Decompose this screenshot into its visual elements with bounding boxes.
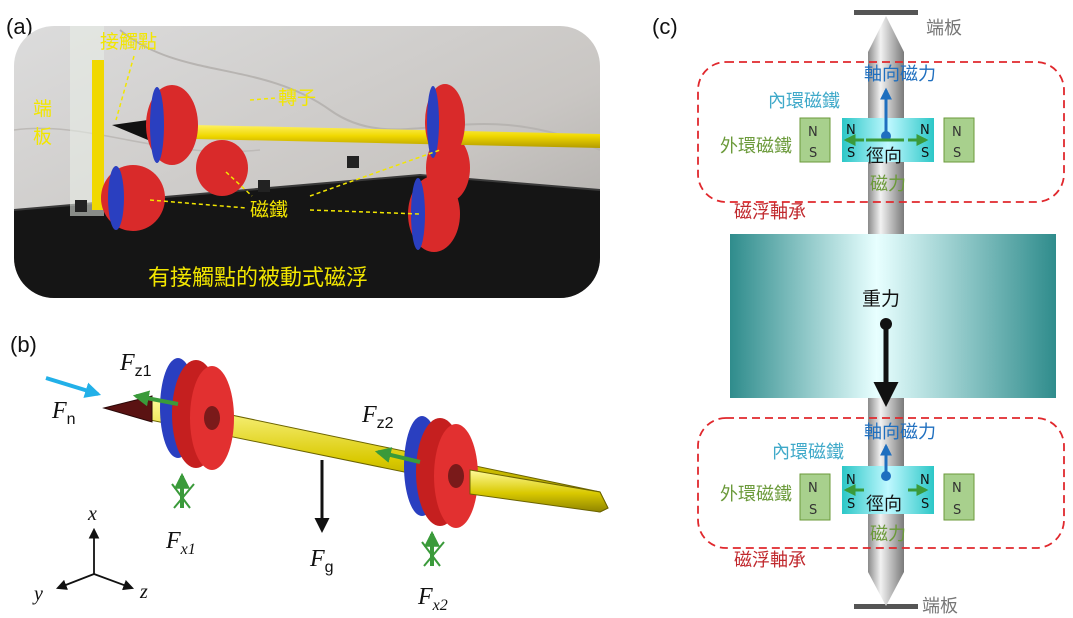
pole-s: S [953, 146, 961, 161]
radial-force-label-bottom-1: 徑向 [866, 494, 902, 515]
outer-magnet-left-top [799, 117, 831, 163]
pole-n: N [952, 125, 962, 140]
axis-y-label: y [32, 583, 43, 605]
inner-magnet-label-bottom: 內環磁鐵 [772, 442, 844, 463]
axis-x-label: x [87, 503, 97, 525]
pole-s: S [809, 146, 817, 161]
outer-magnet-right-bottom [943, 473, 975, 521]
fz1-arrow [132, 390, 179, 407]
pole-s: S [847, 146, 855, 161]
pole-s: S [809, 503, 817, 518]
end-plate-label-line1: 端 [33, 98, 52, 120]
panel-b-label: (b) [10, 332, 37, 357]
bearing-label-bottom: 磁浮軸承 [734, 550, 806, 571]
photo-caption: 有接觸點的被動式磁浮 [148, 266, 368, 291]
fz2-label: Fz2 [361, 402, 394, 432]
shaft-tip [102, 395, 153, 423]
end-plate-bottom [854, 604, 918, 609]
pole-s: S [921, 497, 929, 512]
pole-n: N [808, 481, 818, 496]
pole-s: S [953, 503, 961, 518]
pole-n: N [846, 473, 856, 488]
radial-force-label-top-2: 磁力 [870, 174, 906, 195]
gravity-label: 重力 [862, 288, 900, 310]
outer-magnet-left-bottom [799, 473, 831, 521]
fx2-label: Fx2 [417, 584, 448, 614]
left-disk [160, 358, 234, 470]
pole-n: N [808, 125, 818, 140]
fx1-label: Fx1 [165, 528, 196, 558]
pole-n: N [846, 123, 856, 138]
fn-label: Fn [51, 398, 76, 428]
magnets-label: 磁鐵 [250, 199, 288, 221]
coordinate-axes: x z y [32, 503, 148, 605]
bearing-top: 軸向磁力 內環磁鐵 外環磁鐵 N S N S N S N S 徑向 磁力 磁浮軸… [697, 61, 1065, 223]
panel-a-label: (a) [6, 14, 33, 39]
end-plate-label-line2: 板 [33, 126, 52, 148]
pole-n: N [920, 473, 930, 488]
outer-magnet-right-top [943, 117, 975, 163]
panel-a: (a) [6, 14, 600, 298]
rotor-cylinder [730, 234, 1056, 398]
pole-n: N [952, 481, 962, 496]
right-disk [404, 416, 478, 528]
pole-s: S [847, 497, 855, 512]
photo [14, 26, 600, 298]
fg-label: Fg [309, 546, 334, 576]
pole-s: S [921, 146, 929, 161]
fz2-arrow [374, 447, 421, 464]
outer-magnet-label-bottom: 外環磁鐵 [720, 484, 792, 505]
panel-c-label: (c) [652, 14, 678, 39]
end-plate-bottom-label: 端板 [922, 596, 958, 617]
outer-magnet-label-top: 外環磁鐵 [720, 136, 792, 157]
axial-force-label-bottom: 軸向磁力 [864, 422, 936, 443]
contact-point-label: 接觸點 [100, 31, 157, 53]
radial-force-label-bottom-2: 磁力 [870, 524, 906, 545]
fz1-label: Fz1 [119, 350, 152, 380]
bearing-label-top: 磁浮軸承 [734, 202, 806, 223]
radial-force-label-top-1: 徑向 [866, 146, 902, 167]
fn-arrow [45, 376, 102, 398]
end-plate-top [854, 10, 918, 15]
rotor-label: 轉子 [278, 87, 316, 109]
end-plate-top-label: 端板 [926, 18, 962, 39]
bearing-bottom: 軸向磁力 內環磁鐵 外環磁鐵 N S N S N S N S 徑向 磁力 磁浮軸… [697, 417, 1065, 571]
panel-c: (c) 端板 端板 重力 軸向磁力 內環磁鐵 外環磁鐵 N S [652, 10, 1065, 617]
panel-b: (b) Fn Fz1 Fz2 Fx1 [10, 332, 609, 614]
pole-n: N [920, 123, 930, 138]
axis-z-label: z [139, 581, 148, 603]
axial-force-label-top: 軸向磁力 [864, 64, 936, 85]
inner-magnet-label-top: 內環磁鐵 [768, 91, 840, 112]
